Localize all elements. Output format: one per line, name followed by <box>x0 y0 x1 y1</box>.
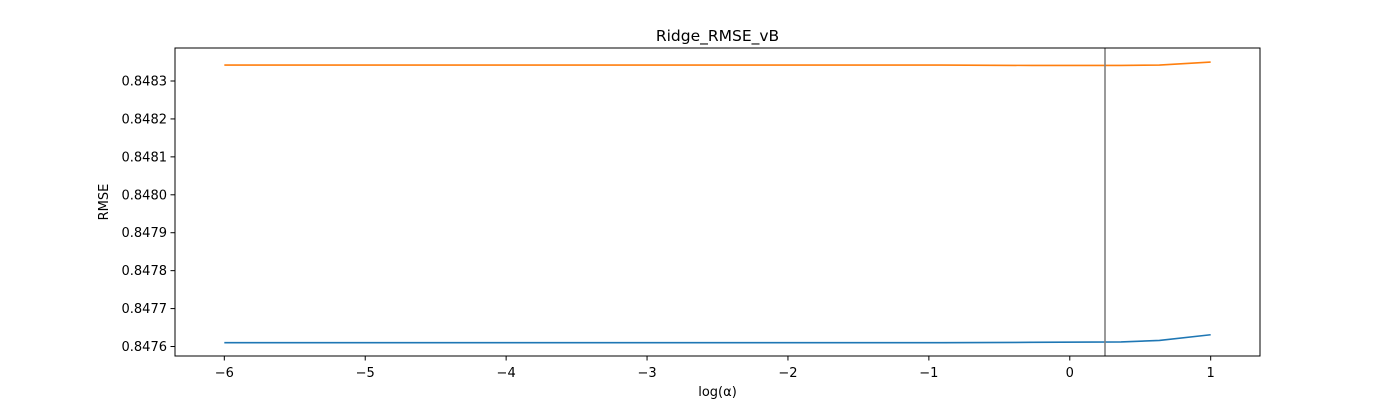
x-tick-label: −2 <box>778 366 797 381</box>
y-tick-label: 0.8482 <box>122 112 168 127</box>
axes: −6 −5 −4 −3 −2 −1 0 1 0.8476 0.8477 0.8478 0.8479 0.… <box>122 47 1261 381</box>
x-tick-label: −3 <box>637 366 656 381</box>
chart-title: Ridge_RMSE_vB <box>656 27 779 46</box>
y-tick-label: 0.8483 <box>122 75 168 90</box>
y-tick-label: 0.8481 <box>122 150 168 165</box>
axes-frame <box>174 47 1261 357</box>
y-tick-label: 0.8476 <box>122 340 168 355</box>
x-tick-label: −4 <box>497 366 516 381</box>
x-tick-label: −6 <box>215 366 234 381</box>
y-axis-label: RMSE <box>97 184 112 221</box>
plot-area <box>175 48 1260 356</box>
y-tick-label: 0.8480 <box>122 188 168 203</box>
y-tick-label: 0.8478 <box>122 264 168 279</box>
x-tick-label: −5 <box>356 366 375 381</box>
x-tick-label: 0 <box>1066 366 1074 381</box>
x-tick-label: 1 <box>1207 366 1215 381</box>
y-tick-label: 0.8479 <box>122 226 168 241</box>
x-tick-label: −1 <box>919 366 938 381</box>
x-axis-label: log(α) <box>698 385 737 400</box>
plot-background <box>175 48 1260 356</box>
y-tick-label: 0.8477 <box>122 302 168 317</box>
series-layer <box>224 48 1211 356</box>
series-line-1 <box>224 333 1211 344</box>
series-line-2 <box>224 61 1211 67</box>
